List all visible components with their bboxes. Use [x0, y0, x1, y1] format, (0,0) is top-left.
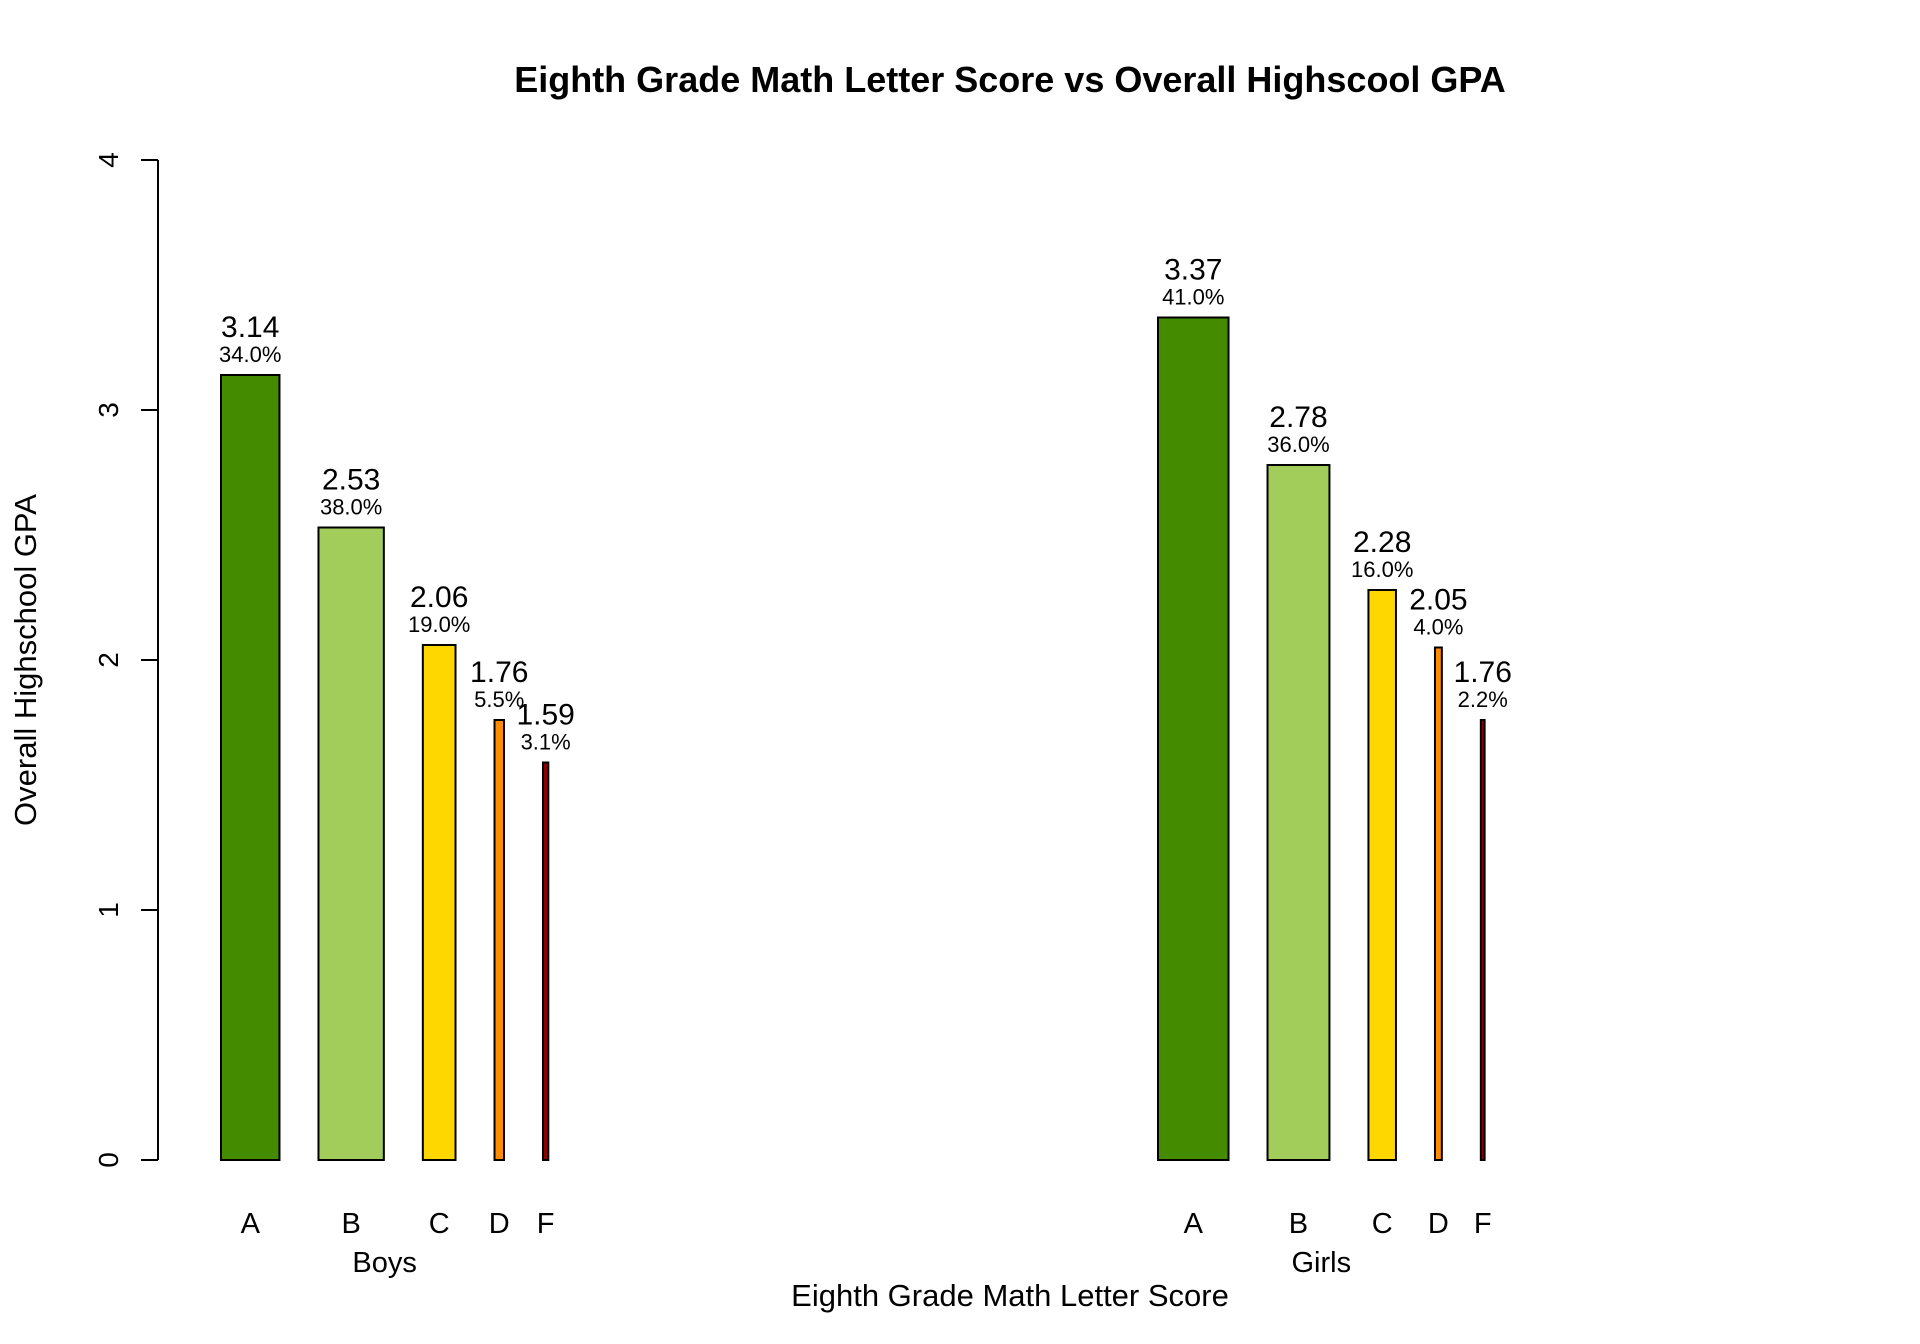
share-label: 3.1%: [521, 730, 571, 755]
bar-girls-b: [1266, 464, 1331, 1161]
value-label: 2.78: [1269, 401, 1327, 434]
share-label: 41.0%: [1162, 285, 1224, 310]
value-label: 2.05: [1409, 584, 1467, 617]
bar-girls-c: [1367, 589, 1397, 1161]
y-tick-label: 2: [93, 652, 124, 668]
category-label: A: [241, 1208, 261, 1240]
bar-boys-a: [220, 374, 281, 1161]
category-label: D: [1428, 1208, 1449, 1240]
value-label: 2.53: [322, 464, 380, 497]
group-label: Boys: [352, 1247, 416, 1279]
value-label: 3.37: [1164, 254, 1222, 287]
value-label: 1.76: [470, 656, 528, 689]
y-tick-label: 0: [93, 1152, 124, 1168]
share-label: 2.2%: [1458, 687, 1508, 712]
share-label: 4.0%: [1413, 615, 1463, 640]
category-label: C: [429, 1208, 450, 1240]
bar-boys-d: [493, 719, 505, 1161]
share-label: 5.5%: [474, 687, 524, 712]
chart-title: Eighth Grade Math Letter Score vs Overal…: [514, 59, 1506, 100]
bar-boys-c: [421, 644, 457, 1161]
category-label: D: [489, 1208, 510, 1240]
category-label: C: [1372, 1208, 1393, 1240]
bar-boys-b: [317, 526, 385, 1161]
bar-boys-f: [541, 761, 550, 1161]
bar-girls-a: [1157, 316, 1230, 1161]
share-label: 16.0%: [1351, 557, 1413, 582]
y-tick-label: 4: [93, 152, 124, 168]
bar-girls-f: [1479, 719, 1486, 1161]
group-label: Girls: [1292, 1247, 1352, 1279]
bars: 3.1434.0%2.5338.0%2.0619.0%1.765.5%1.593…: [219, 254, 1512, 1161]
category-label: F: [1474, 1208, 1492, 1240]
value-label: 1.76: [1454, 656, 1512, 689]
bar-girls-d: [1433, 646, 1443, 1161]
value-label: 2.28: [1353, 526, 1411, 559]
category-label: F: [537, 1208, 555, 1240]
share-label: 36.0%: [1267, 432, 1329, 457]
share-label: 34.0%: [219, 342, 281, 367]
x-axis-title: Eighth Grade Math Letter Score: [791, 1278, 1229, 1313]
category-label: B: [1289, 1208, 1308, 1240]
share-label: 19.0%: [408, 612, 470, 637]
value-label: 1.59: [516, 699, 574, 732]
value-label: 2.06: [410, 581, 468, 614]
y-tick-label: 3: [93, 402, 124, 418]
value-label: 3.14: [221, 311, 279, 344]
y-axis: 0 1 2 3 4: [93, 152, 159, 1168]
y-tick-label: 1: [93, 902, 124, 918]
share-label: 38.0%: [320, 495, 382, 520]
y-axis-title: Overall Highschool GPA: [8, 494, 43, 826]
category-label: A: [1184, 1208, 1204, 1240]
category-label: B: [341, 1208, 360, 1240]
